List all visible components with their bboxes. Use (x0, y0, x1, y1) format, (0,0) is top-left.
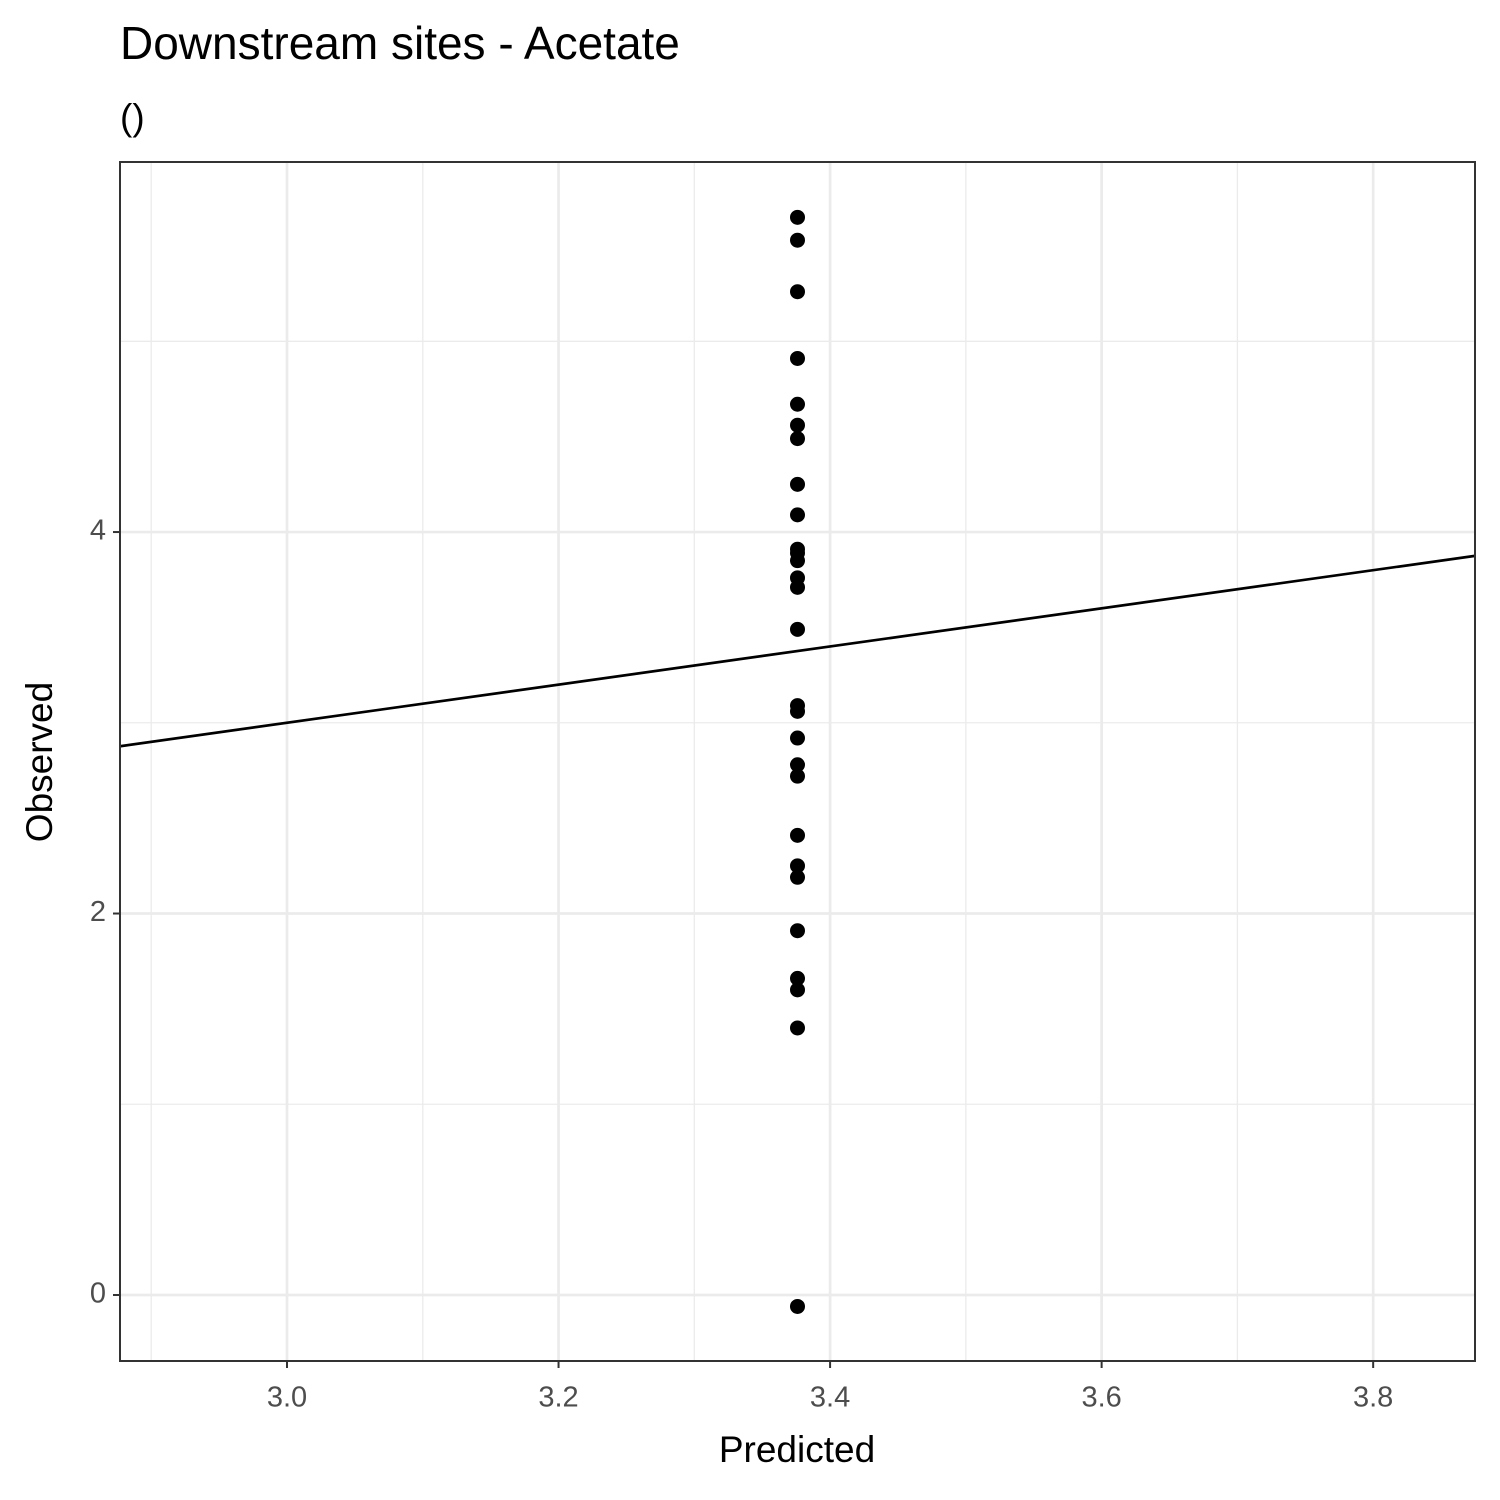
x-tick-label: 3.8 (1353, 1382, 1393, 1414)
y-axis-title: Observed (19, 682, 60, 842)
point (790, 1298, 805, 1314)
reference-line (120, 554, 1475, 748)
x-tick-label: 3.0 (267, 1382, 307, 1414)
y-tick-label: 4 (90, 515, 106, 547)
point (790, 827, 805, 843)
point (790, 982, 805, 998)
point (790, 507, 805, 523)
point (790, 232, 805, 248)
x-axis-title: Predicted (719, 1429, 875, 1470)
chart-subtitle: () (120, 97, 145, 138)
point (790, 1020, 805, 1036)
point (790, 579, 805, 595)
point (790, 209, 805, 225)
point (790, 703, 805, 719)
point (790, 621, 805, 637)
point (790, 970, 805, 986)
point (790, 284, 805, 300)
point (790, 350, 805, 366)
point (790, 396, 805, 412)
point (790, 757, 805, 773)
chart-title: Downstream sites - Acetate (120, 17, 680, 69)
point (790, 768, 805, 784)
point (790, 858, 805, 874)
point (790, 431, 805, 447)
point (790, 730, 805, 746)
y-tick-label: 0 (90, 1278, 106, 1310)
point (790, 923, 805, 939)
point (790, 417, 805, 433)
x-tick-label: 3.4 (810, 1382, 850, 1414)
x-tick-label: 3.6 (1081, 1382, 1121, 1414)
y-tick-label: 2 (90, 896, 106, 928)
point (790, 476, 805, 492)
point (790, 869, 805, 885)
point (790, 553, 805, 569)
x-tick-label: 3.2 (538, 1382, 578, 1414)
plot-border (119, 161, 1476, 1362)
